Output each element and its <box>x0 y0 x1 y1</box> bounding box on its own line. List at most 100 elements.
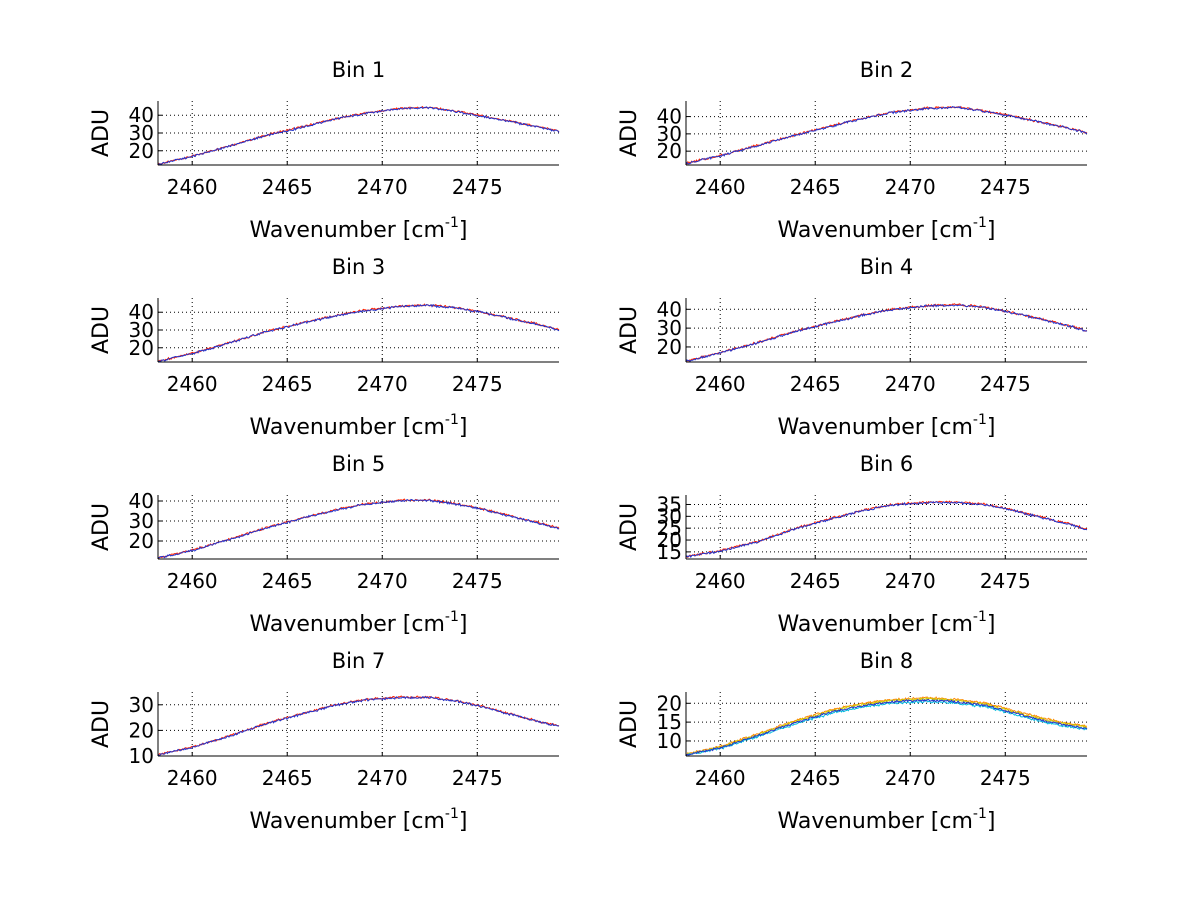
y-tick-label: 30 <box>129 318 154 342</box>
y-tick-label: 10 <box>129 744 154 768</box>
subplot-title: Bin 7 <box>332 649 386 673</box>
x-tick-label: 2465 <box>790 175 841 199</box>
y-tick-label: 20 <box>657 139 682 163</box>
y-tick-label: 40 <box>129 300 154 324</box>
x-axis-label: Wavenumber [cm-1] <box>250 806 468 834</box>
x-tick-label: 2475 <box>452 766 503 790</box>
subplot-title: Bin 3 <box>332 255 386 279</box>
y-tick-label: 15 <box>657 710 682 734</box>
x-tick-label: 2465 <box>790 372 841 396</box>
x-tick-label: 2475 <box>452 175 503 199</box>
y-axis-label: ADU <box>89 306 114 354</box>
x-tick-label: 2475 <box>980 372 1031 396</box>
y-tick-label: 35 <box>657 492 682 516</box>
x-axis-label: Wavenumber [cm-1] <box>250 412 468 440</box>
subplot-title: Bin 6 <box>860 452 914 476</box>
series-line-blue <box>157 303 560 363</box>
x-tick-label: 2460 <box>695 175 746 199</box>
plot-area <box>686 298 1087 362</box>
y-axis-label: ADU <box>89 700 114 748</box>
x-tick-label: 2475 <box>980 766 1031 790</box>
plot-area <box>158 692 559 756</box>
x-tick-label: 2470 <box>885 569 936 593</box>
series-line-blue <box>685 105 1088 165</box>
x-axis-label: Wavenumber [cm-1] <box>778 609 996 637</box>
x-tick-label: 2460 <box>167 569 218 593</box>
subplot-title: Bin 4 <box>860 255 914 279</box>
y-tick-label: 10 <box>657 729 682 753</box>
x-axis-label: Wavenumber [cm-1] <box>250 609 468 637</box>
y-tick-label: 20 <box>129 718 154 742</box>
x-tick-label: 2470 <box>885 175 936 199</box>
x-tick-label: 2475 <box>452 372 503 396</box>
y-tick-label: 15 <box>657 540 682 564</box>
series-line-blue <box>685 500 1088 558</box>
x-tick-label: 2470 <box>357 569 408 593</box>
x-tick-label: 2465 <box>262 766 313 790</box>
y-tick-label: 20 <box>129 529 154 553</box>
x-tick-label: 2460 <box>167 175 218 199</box>
x-tick-label: 2460 <box>695 766 746 790</box>
x-tick-label: 2475 <box>980 175 1031 199</box>
x-tick-label: 2470 <box>357 372 408 396</box>
plot-area <box>158 495 559 559</box>
y-tick-label: 30 <box>129 693 154 717</box>
y-tick-label: 20 <box>657 528 682 552</box>
y-tick-label: 20 <box>657 335 682 359</box>
x-tick-label: 2470 <box>885 766 936 790</box>
y-tick-label: 30 <box>657 122 682 146</box>
x-tick-label: 2460 <box>695 569 746 593</box>
y-axis-label: ADU <box>617 109 642 157</box>
y-tick-label: 40 <box>657 105 682 129</box>
x-tick-label: 2470 <box>357 175 408 199</box>
x-tick-label: 2475 <box>980 569 1031 593</box>
x-axis-label: Wavenumber [cm-1] <box>250 215 468 243</box>
series-line-orange <box>685 696 1088 756</box>
x-tick-label: 2465 <box>262 569 313 593</box>
y-axis-label: ADU <box>617 306 642 354</box>
x-axis-label: Wavenumber [cm-1] <box>778 412 996 440</box>
x-tick-label: 2460 <box>695 372 746 396</box>
x-tick-label: 2470 <box>357 766 408 790</box>
y-tick-label: 30 <box>129 509 154 533</box>
subplot-title: Bin 1 <box>332 58 386 82</box>
y-tick-label: 40 <box>129 103 154 127</box>
x-axis-label: Wavenumber [cm-1] <box>778 806 996 834</box>
series-line-blue <box>157 498 560 559</box>
y-axis-label: ADU <box>617 503 642 551</box>
subplot-title: Bin 2 <box>860 58 914 82</box>
x-tick-label: 2465 <box>262 372 313 396</box>
series-line-blue <box>685 698 1088 757</box>
subplot-title: Bin 8 <box>860 649 914 673</box>
y-axis-label: ADU <box>89 503 114 551</box>
x-tick-label: 2465 <box>790 766 841 790</box>
y-tick-label: 40 <box>657 297 682 321</box>
series-line-blue <box>157 695 560 756</box>
y-tick-label: 20 <box>129 139 154 163</box>
series-line-red <box>157 695 560 756</box>
y-tick-label: 20 <box>657 691 682 715</box>
y-tick-label: 40 <box>129 489 154 513</box>
x-tick-label: 2465 <box>262 175 313 199</box>
y-tick-label: 20 <box>129 336 154 360</box>
series-line-blue <box>685 303 1088 362</box>
y-tick-label: 30 <box>657 504 682 528</box>
y-tick-label: 30 <box>129 121 154 145</box>
x-tick-label: 2460 <box>167 766 218 790</box>
y-tick-label: 25 <box>657 516 682 540</box>
series-line-cyan <box>685 700 1088 756</box>
series-line-blue <box>157 106 560 166</box>
plot-area <box>686 101 1087 165</box>
y-tick-label: 30 <box>657 316 682 340</box>
y-axis-label: ADU <box>89 109 114 157</box>
subplot-title: Bin 5 <box>332 452 386 476</box>
x-tick-label: 2460 <box>167 372 218 396</box>
